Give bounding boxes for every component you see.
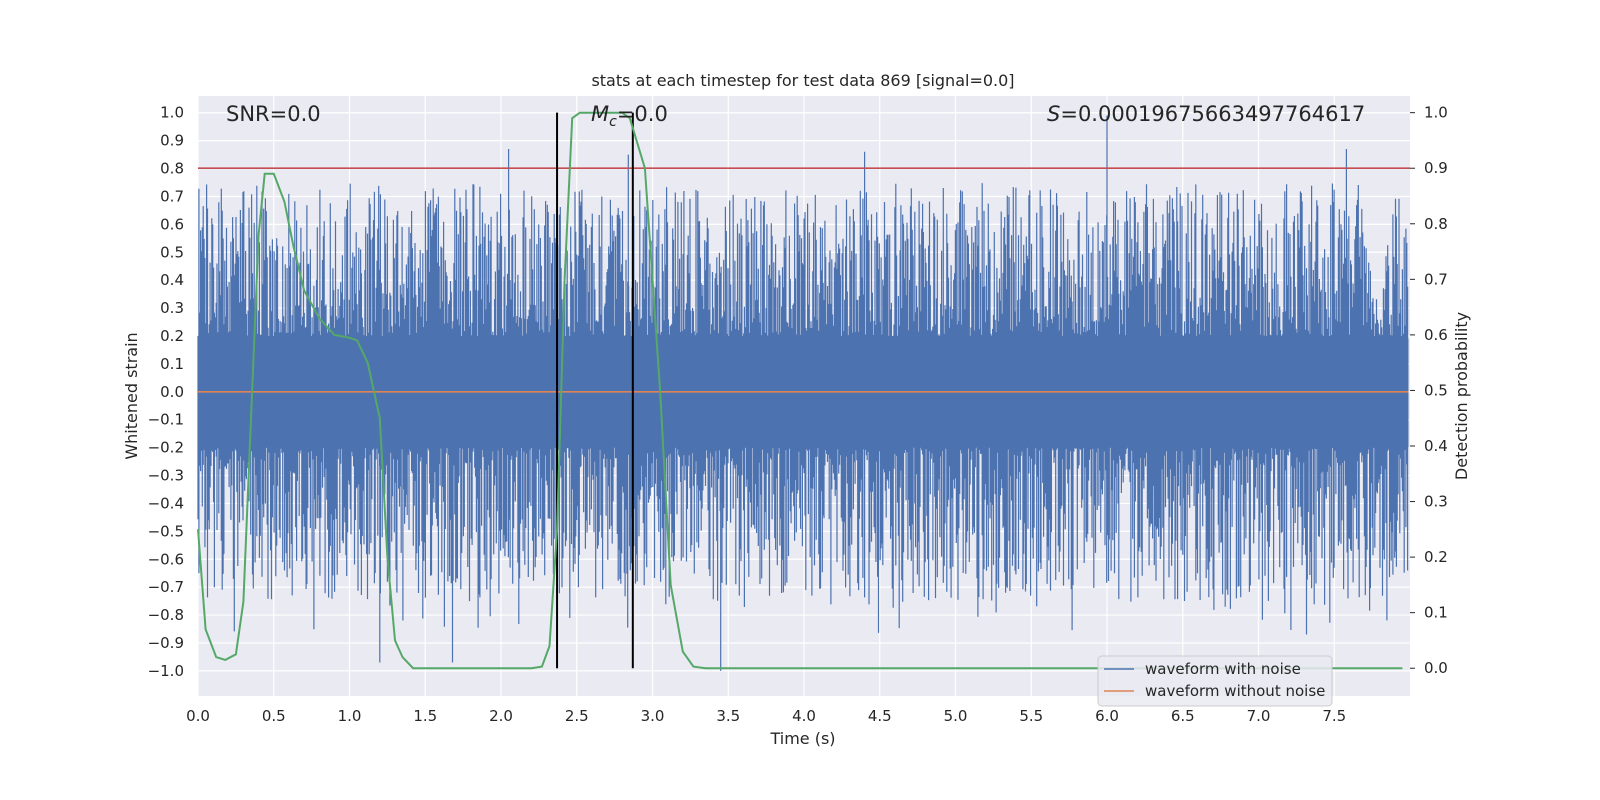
legend-label-noise: waveform with noise — [1145, 660, 1301, 678]
y-left-tick-label: 1.0 — [160, 104, 184, 122]
y-left-tick-label: 0.9 — [160, 132, 184, 150]
y-left-tick-label: 0.0 — [160, 383, 184, 401]
x-tick-label: 4.0 — [792, 707, 816, 725]
y-right-tick-label: 0.1 — [1424, 604, 1448, 622]
y-right-tick-label: 0.7 — [1424, 270, 1448, 288]
snr-annotation: SNR=0.0 — [226, 102, 321, 126]
y-right-tick-label: 0.8 — [1424, 215, 1448, 233]
y-left-tick-label: −0.2 — [148, 439, 184, 457]
x-tick-label: 3.0 — [641, 707, 665, 725]
legend-label-clean: waveform without noise — [1145, 682, 1325, 700]
legend: waveform with noise waveform without noi… — [1097, 655, 1333, 707]
legend-box — [1097, 655, 1333, 707]
chirp-mass-subscript: c — [609, 114, 617, 130]
x-axis-ticks: 0.0 0.5 1.0 1.5 2.0 2.5 3.0 3.5 4.0 4.5 5.0 5.5 6.0 6… — [186, 707, 1346, 725]
y-left-tick-label: 0.5 — [160, 243, 184, 261]
y-left-tick-label: −0.7 — [148, 578, 184, 596]
y-axis-left-ticks: 1.0 0.9 0.8 0.7 0.6 0.5 0.4 0.3 0.2 0.1 0.0 −0.1 −0.… — [148, 104, 184, 680]
y-axis-right-label: Detection probability — [1452, 312, 1471, 480]
chirp-mass-symbol: M — [591, 102, 609, 126]
y-axis-left-label: Whitened strain — [122, 332, 141, 459]
x-tick-label: 1.0 — [338, 707, 362, 725]
y-left-tick-label: −1.0 — [148, 662, 184, 680]
y-right-tick-label: 0.6 — [1424, 326, 1448, 344]
y-right-tick-label: 0.4 — [1424, 437, 1448, 455]
x-tick-label: 5.0 — [944, 707, 968, 725]
detection-probability-series — [197, 111, 1403, 670]
x-tick-label: 6.0 — [1095, 707, 1119, 725]
y-right-tick-label: 0.9 — [1424, 159, 1448, 177]
x-tick-label: 0.5 — [262, 707, 286, 725]
y-left-tick-label: −0.4 — [148, 494, 184, 512]
x-tick-label: 2.0 — [489, 707, 513, 725]
s-value: =0.00019675663497764617 — [1060, 102, 1365, 126]
y-left-tick-label: 0.8 — [160, 160, 184, 178]
waveform-with-noise-series — [197, 115, 1409, 671]
y-left-tick-label: 0.7 — [160, 187, 184, 205]
x-tick-label: 2.5 — [565, 707, 589, 725]
y-axis-right-ticks: 1.0 0.9 0.8 0.7 0.6 0.5 0.4 0.3 0.2 0.1 0.0 — [1410, 104, 1448, 677]
y-right-tick-label: 1.0 — [1424, 104, 1448, 122]
y-left-tick-label: −0.9 — [148, 634, 184, 652]
x-tick-label: 6.5 — [1171, 707, 1195, 725]
x-tick-label: 5.5 — [1019, 707, 1043, 725]
y-left-tick-label: 0.2 — [160, 327, 184, 345]
y-left-tick-label: −0.3 — [148, 467, 184, 485]
x-tick-label: 7.0 — [1247, 707, 1271, 725]
y-left-tick-label: −0.6 — [148, 550, 184, 568]
y-left-tick-label: 0.3 — [160, 299, 184, 317]
x-tick-label: 0.0 — [186, 707, 210, 725]
x-tick-label: 3.5 — [716, 707, 740, 725]
chirp-mass-value: =0.0 — [617, 102, 668, 126]
y-left-tick-label: 0.4 — [160, 271, 184, 289]
chirp-mass-annotation: Mc=0.0 — [591, 102, 668, 130]
s-annotation: S=0.00019675663497764617 — [1047, 102, 1365, 126]
x-tick-label: 4.5 — [868, 707, 892, 725]
y-right-tick-label: 0.0 — [1424, 659, 1448, 677]
x-tick-label: 7.5 — [1322, 707, 1346, 725]
x-axis-label: Time (s) — [769, 729, 835, 748]
y-left-tick-label: −0.5 — [148, 522, 184, 540]
y-left-tick-label: −0.8 — [148, 606, 184, 624]
y-right-tick-label: 0.2 — [1424, 548, 1448, 566]
s-symbol: S — [1047, 102, 1060, 126]
y-left-tick-label: −0.1 — [148, 411, 184, 429]
vertical-markers — [556, 112, 634, 669]
y-right-tick-label: 0.3 — [1424, 493, 1448, 511]
y-right-tick-label: 0.5 — [1424, 381, 1448, 399]
y-left-tick-label: 0.1 — [160, 355, 184, 373]
chart-title: stats at each timestep for test data 869… — [591, 71, 1014, 90]
x-tick-label: 1.5 — [413, 707, 437, 725]
y-left-tick-label: 0.6 — [160, 215, 184, 233]
